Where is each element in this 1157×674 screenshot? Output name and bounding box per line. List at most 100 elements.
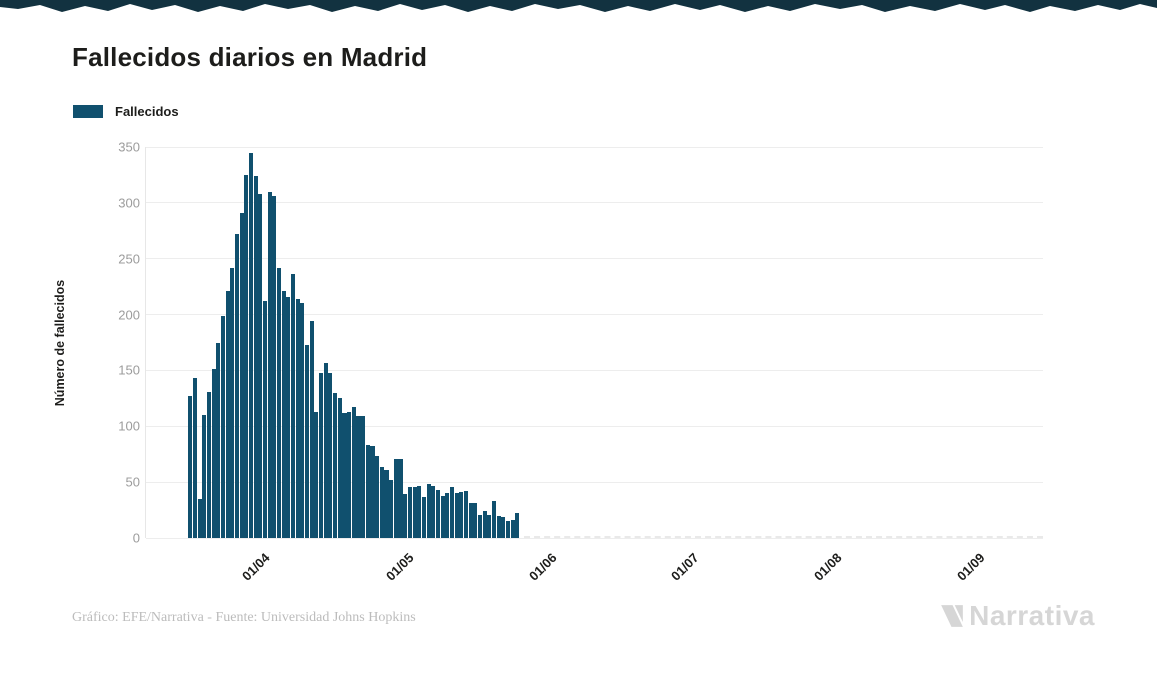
bar-2020-03-31 <box>258 193 263 538</box>
y-tick-label-300: 300 <box>118 195 140 211</box>
y-tick-label-100: 100 <box>118 418 140 434</box>
bar-2020-04-09 <box>300 303 305 538</box>
bar-2020-05-22 <box>501 516 506 538</box>
gridline-y-150 <box>146 369 1043 371</box>
bar-2020-05-07 <box>431 485 436 538</box>
bar-2020-04-04 <box>276 267 282 538</box>
legend-swatch <box>73 105 103 118</box>
gridline-y-200 <box>146 314 1043 316</box>
bar-2020-05-02 <box>407 486 412 538</box>
bar-2020-04-13 <box>319 372 324 538</box>
bar-2020-05-03 <box>412 486 417 538</box>
bar-2020-04-25 <box>375 456 380 538</box>
bar-2020-03-23 <box>220 315 225 538</box>
bar-2020-05-13 <box>459 492 464 538</box>
bar-2020-04-01 <box>262 301 268 538</box>
bar-2020-05-12 <box>454 493 459 538</box>
bar-2020-03-27 <box>239 212 244 538</box>
bar-2020-05-24 <box>510 520 515 538</box>
bar-2020-03-26 <box>234 234 240 538</box>
torn-edge-shape <box>0 0 1157 12</box>
bar-2020-03-30 <box>253 176 258 538</box>
bar-2020-04-26 <box>379 466 384 538</box>
bar-2020-05-10 <box>445 493 450 538</box>
x-tick-label-01-04: 01/04 <box>238 550 273 584</box>
bar-2020-04-18 <box>342 412 347 538</box>
bar-2020-04-05 <box>281 291 286 538</box>
bar-2020-04-16 <box>333 392 338 538</box>
bar-2020-04-21 <box>356 416 361 538</box>
bar-2020-03-22 <box>216 342 221 538</box>
y-tick-label-50: 50 <box>125 474 140 490</box>
bar-2020-04-10 <box>305 344 310 538</box>
bar-2020-05-15 <box>468 503 473 538</box>
bar-2020-04-02 <box>267 191 272 538</box>
bar-2020-05-21 <box>496 515 501 538</box>
bar-2020-04-24 <box>370 446 375 538</box>
gridline-y-300 <box>146 202 1043 204</box>
bar-2020-04-29 <box>393 458 398 538</box>
bar-2020-04-15 <box>328 372 333 538</box>
y-tick-label-350: 350 <box>118 139 140 155</box>
y-tick-label-0: 0 <box>132 530 140 546</box>
torn-edge-band <box>0 0 1157 12</box>
bar-2020-04-23 <box>365 445 370 538</box>
gridline-y-250 <box>146 258 1043 260</box>
gridline-y-0 <box>146 537 1043 539</box>
bar-2020-04-14 <box>323 362 328 538</box>
bar-2020-04-06 <box>286 296 291 538</box>
zero-baseline-dashed <box>523 536 1043 538</box>
bar-2020-03-16 <box>188 396 193 538</box>
narrativa-logo: Narrativa <box>939 600 1095 632</box>
bar-2020-04-30 <box>398 458 403 538</box>
bar-2020-05-06 <box>426 484 431 538</box>
bar-2020-04-07 <box>291 274 296 538</box>
narrativa-logo-text: Narrativa <box>969 600 1095 631</box>
y-tick-label-250: 250 <box>118 251 140 267</box>
bar-2020-04-17 <box>337 398 342 538</box>
bar-2020-03-25 <box>230 267 235 538</box>
bar-2020-03-21 <box>211 369 216 538</box>
bar-2020-04-03 <box>272 196 277 538</box>
bar-2020-05-17 <box>477 514 483 538</box>
bar-2020-05-08 <box>435 489 440 538</box>
bar-2020-05-11 <box>449 486 454 538</box>
bar-2020-03-17 <box>192 378 197 538</box>
bar-2020-03-19 <box>202 415 207 538</box>
bar-2020-05-19 <box>487 514 492 538</box>
bar-2020-04-27 <box>384 469 389 538</box>
bar-2020-04-19 <box>347 411 352 538</box>
y-tick-label-150: 150 <box>118 362 140 378</box>
legend-label: Fallecidos <box>115 104 179 119</box>
x-tick-label-01-05: 01/05 <box>382 550 417 584</box>
x-tick-label-01-09: 01/09 <box>953 550 988 584</box>
bar-2020-05-16 <box>473 503 478 538</box>
bar-2020-03-20 <box>206 391 211 538</box>
bar-2020-04-20 <box>351 407 356 538</box>
bar-2020-05-01 <box>403 494 408 538</box>
bar-2020-05-09 <box>440 495 445 538</box>
x-tick-label-01-07: 01/07 <box>667 550 702 584</box>
gridline-y-350 <box>146 146 1043 148</box>
page-title: Fallecidos diarios en Madrid <box>72 42 428 72</box>
bar-2020-04-12 <box>314 411 319 538</box>
bar-2020-03-18 <box>197 498 202 538</box>
bar-2020-04-22 <box>361 416 366 538</box>
x-tick-label-01-06: 01/06 <box>525 550 560 584</box>
gridline-y-100 <box>146 425 1043 427</box>
legend: Fallecidos <box>73 104 179 119</box>
bar-2020-05-20 <box>491 501 497 538</box>
bar-2020-03-28 <box>244 174 249 538</box>
bar-2020-03-24 <box>225 291 230 538</box>
bar-2020-05-23 <box>505 521 511 538</box>
bar-2020-05-14 <box>463 491 468 538</box>
y-axis-title: Número de fallecidos <box>53 279 67 407</box>
bar-2020-05-05 <box>421 496 426 538</box>
narrativa-logo-mark <box>941 605 963 627</box>
bar-chart: 0 50 100 150 200 250 300 350 <box>118 140 1043 546</box>
bar-2020-05-18 <box>482 511 487 538</box>
bar-2020-05-25 <box>515 513 520 538</box>
bar-2020-05-04 <box>417 485 422 538</box>
bar-2020-04-28 <box>389 479 394 538</box>
source-credit: Gráfico: EFE/Narrativa - Fuente: Univers… <box>72 610 416 625</box>
